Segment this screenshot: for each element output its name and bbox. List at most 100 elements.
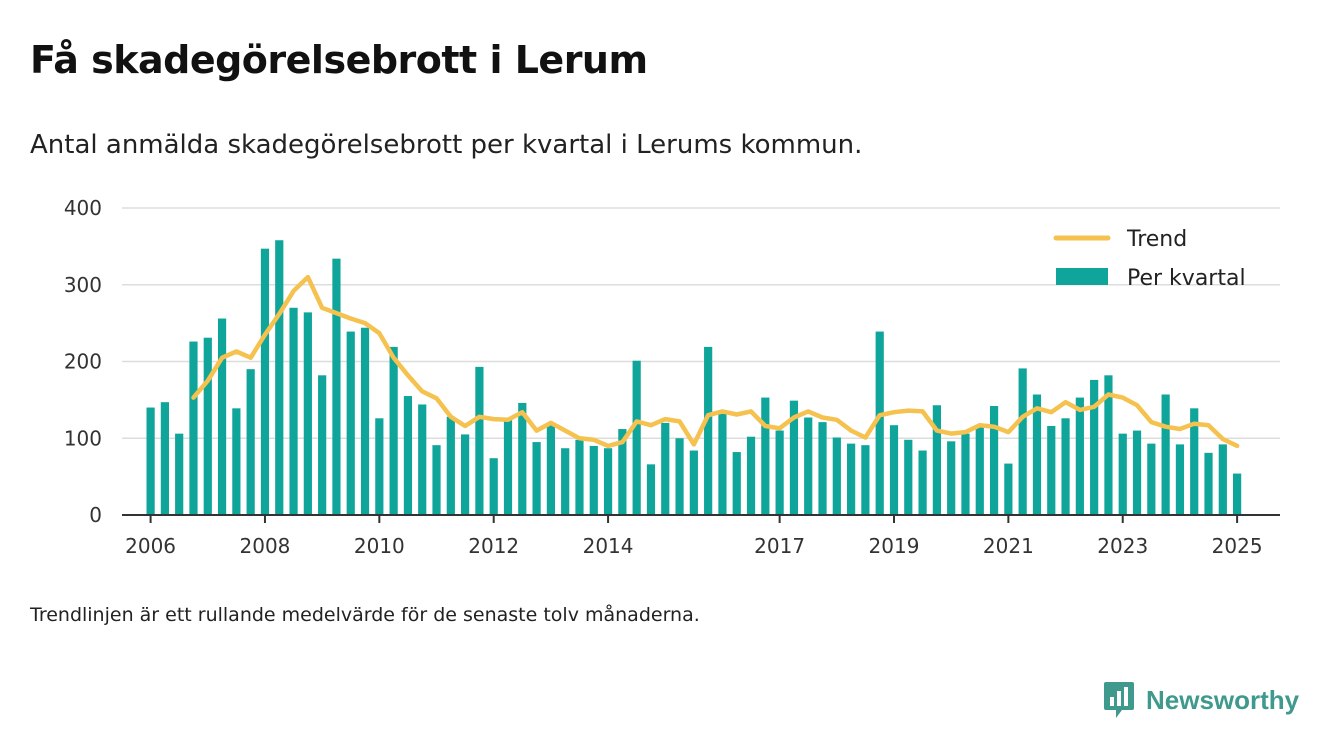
bar — [303, 312, 312, 515]
legend-label-trend: Trend — [1126, 227, 1187, 252]
bar — [1233, 473, 1242, 515]
bar — [375, 418, 384, 515]
bar — [489, 458, 498, 515]
bar — [1018, 368, 1027, 515]
bar — [175, 433, 184, 515]
bar — [889, 425, 899, 515]
bar — [804, 417, 813, 515]
y-tick-label: 400 — [64, 196, 102, 220]
bar — [904, 439, 913, 515]
bar — [589, 445, 598, 515]
bar — [546, 425, 555, 515]
bar — [675, 438, 684, 515]
bar — [1104, 375, 1113, 515]
bar — [389, 346, 398, 515]
bar — [718, 413, 727, 515]
bar — [861, 445, 870, 515]
bar — [961, 433, 970, 515]
bar — [732, 452, 741, 515]
brand-logo: Newsworthy — [1102, 680, 1299, 720]
bar — [789, 400, 799, 515]
y-tick-label: 200 — [64, 350, 102, 374]
bar — [632, 360, 641, 515]
bar — [775, 430, 784, 515]
bar — [947, 441, 956, 515]
bar — [932, 405, 941, 515]
bar — [418, 404, 427, 515]
trend-line — [191, 274, 1240, 449]
bar — [203, 337, 212, 515]
bar — [1161, 394, 1170, 515]
x-tick-label: 2021 — [983, 534, 1034, 558]
bar — [518, 402, 527, 515]
bar — [561, 448, 570, 515]
bar — [1190, 408, 1199, 515]
bar — [246, 369, 255, 515]
bar — [1147, 443, 1156, 515]
bar — [289, 307, 298, 515]
chart-title: Få skadegörelsebrott i Lerum — [30, 38, 648, 82]
chart: 0 100 200 300 400 2006 2008 2010 2012 2014 2017 201… — [64, 196, 1280, 558]
bar — [1075, 397, 1084, 515]
bar — [1218, 444, 1227, 515]
bar — [603, 448, 613, 515]
x-tick-label: 2025 — [1212, 534, 1263, 558]
legend-label-bars: Per kvartal — [1127, 266, 1246, 291]
bar — [232, 408, 241, 515]
x-tick-label: 2017 — [754, 534, 805, 558]
bar — [403, 396, 413, 515]
bar — [818, 422, 827, 515]
bar — [847, 443, 856, 515]
bar — [646, 464, 656, 515]
bar — [875, 331, 884, 515]
x-tick-label: 2008 — [240, 534, 291, 558]
bar — [475, 366, 484, 515]
bar — [661, 422, 670, 515]
bar — [318, 375, 327, 515]
bar-series — [146, 240, 1242, 516]
bar — [689, 450, 698, 515]
bar — [1118, 433, 1127, 515]
bar — [217, 318, 227, 515]
x-tick-label: 2023 — [1097, 534, 1148, 558]
bar — [432, 445, 441, 515]
brand-name: Newsworthy — [1146, 684, 1300, 715]
legend: Trend Per kvartal — [1053, 227, 1246, 291]
bar — [918, 450, 927, 515]
bar — [832, 437, 841, 515]
x-tick-label: 2006 — [125, 534, 176, 558]
bar — [446, 416, 455, 515]
axes: 0 100 200 300 400 2006 2008 2010 2012 2014 2017 201… — [64, 196, 1280, 558]
bar — [704, 346, 713, 515]
bar — [1204, 452, 1213, 515]
bar — [618, 429, 627, 515]
legend-swatch-bars — [1056, 268, 1108, 285]
bar — [1090, 379, 1099, 515]
bar — [260, 248, 270, 516]
y-tick-label: 100 — [64, 426, 102, 450]
x-tick-label: 2014 — [583, 534, 634, 558]
bar — [1004, 463, 1013, 515]
newsworthy-logo-icon — [1104, 682, 1134, 718]
trend-series — [191, 274, 1240, 449]
bar — [503, 419, 513, 515]
bar — [989, 406, 999, 515]
bar — [160, 402, 169, 515]
bar — [1032, 394, 1042, 515]
bar — [360, 327, 370, 515]
bar — [332, 258, 341, 515]
x-tick-label: 2012 — [468, 534, 519, 558]
y-tick-label: 300 — [64, 273, 102, 297]
x-tick-label: 2010 — [354, 534, 405, 558]
x-tick-label: 2019 — [869, 534, 920, 558]
footnote: Trendlinjen är ett rullande medelvärde f… — [30, 604, 700, 626]
chart-subtitle: Antal anmälda skadegörelsebrott per kvar… — [30, 130, 863, 160]
bar — [761, 397, 770, 515]
bar — [1132, 430, 1142, 515]
bar — [975, 425, 984, 515]
bar — [146, 407, 155, 515]
y-tick-label: 0 — [89, 503, 102, 527]
bar — [1175, 444, 1185, 515]
bar — [461, 434, 470, 515]
bar — [275, 240, 284, 516]
